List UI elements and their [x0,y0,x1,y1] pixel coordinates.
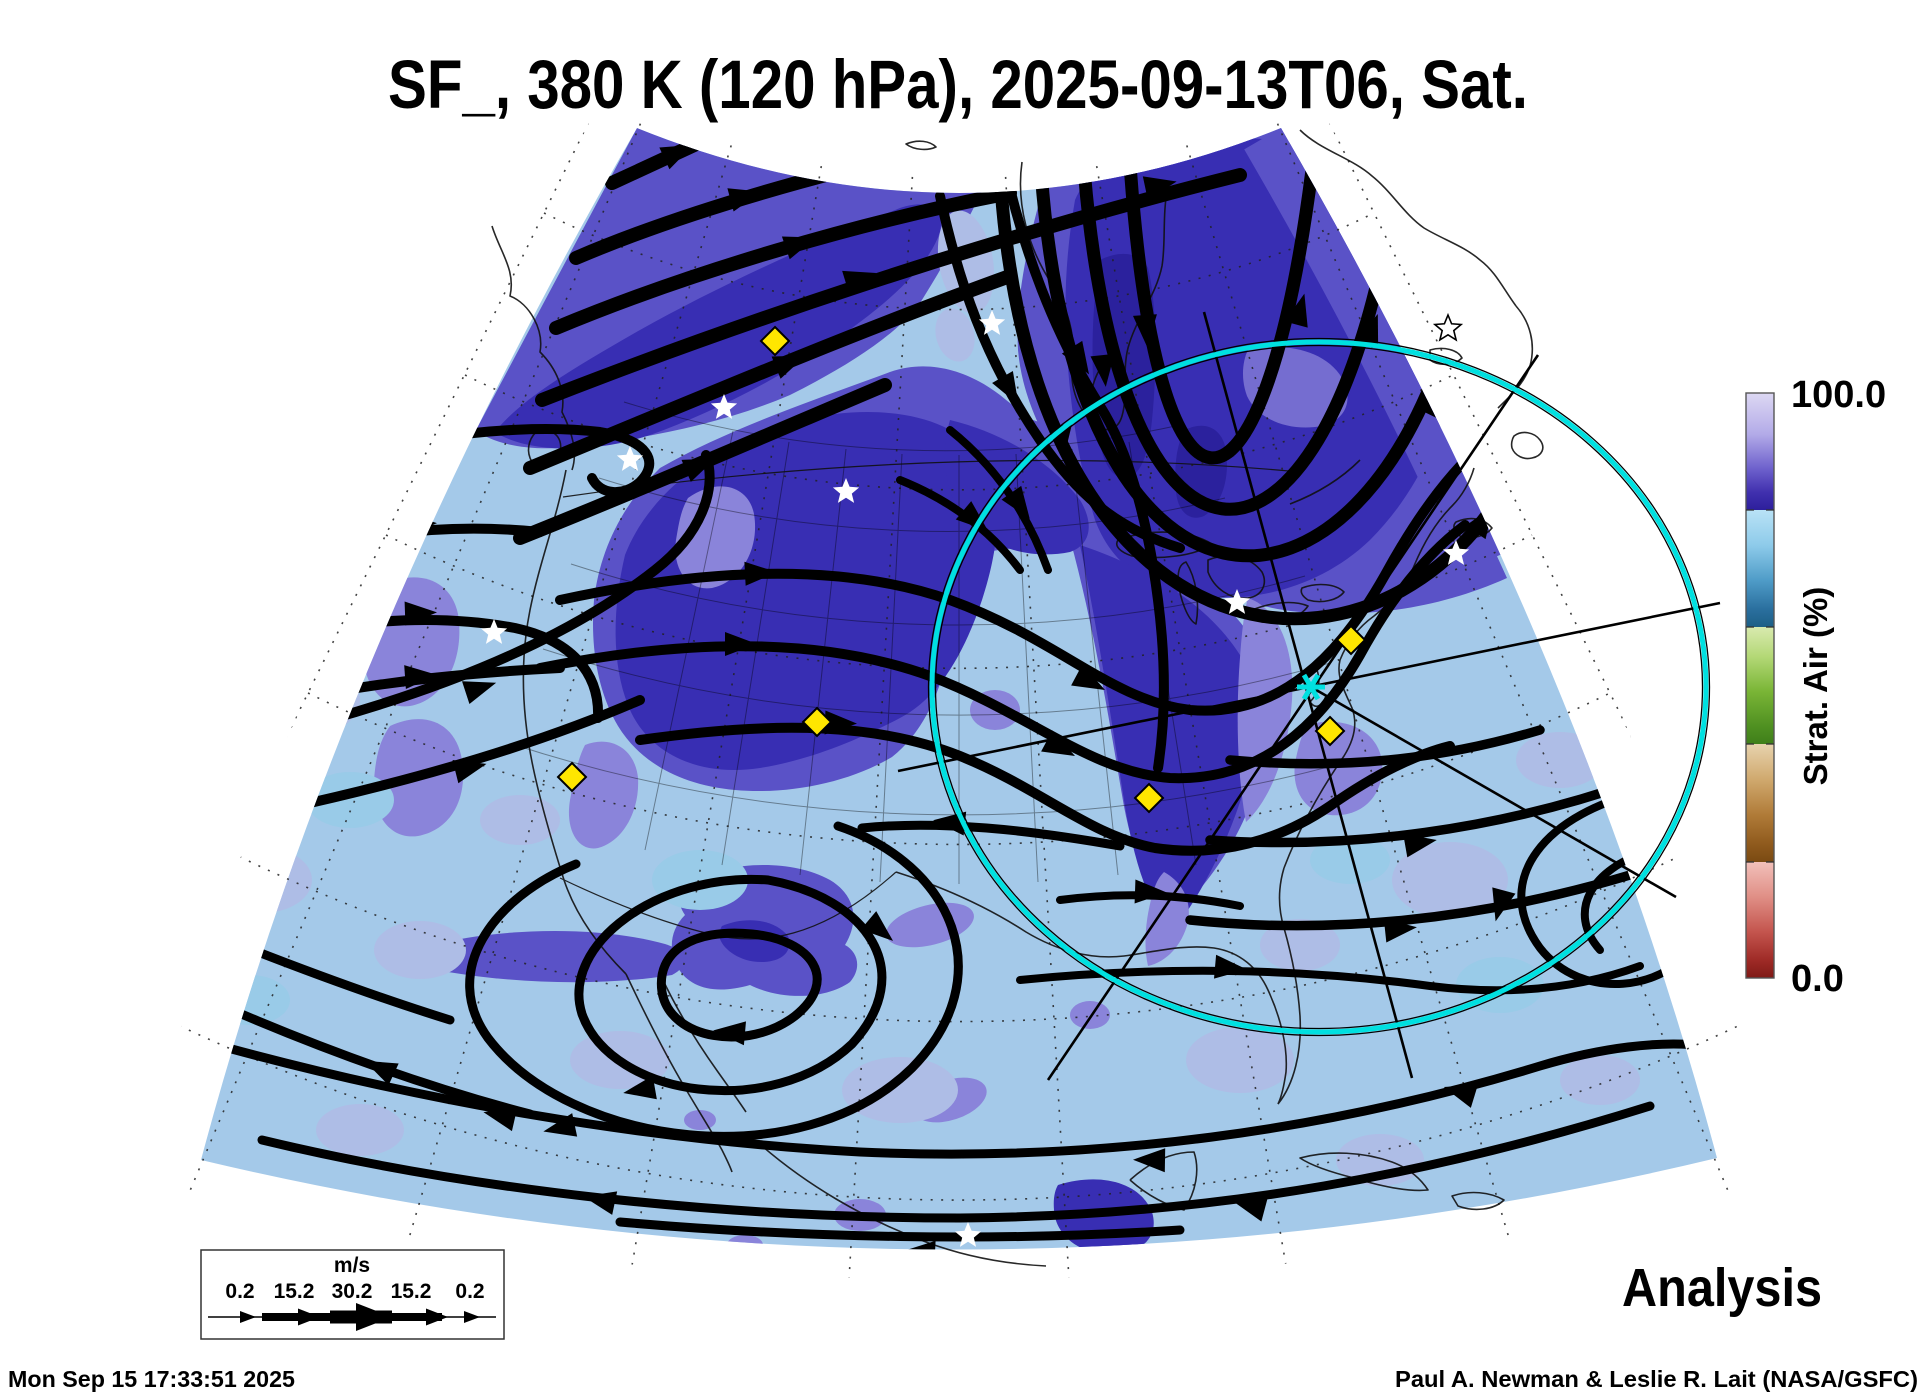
svg-text:SF_, 380 K (120 hPa), 2025-09-: SF_, 380 K (120 hPa), 2025-09-13T06, Sat… [388,46,1528,123]
svg-text:0.2: 0.2 [455,1280,484,1303]
svg-text:Paul A. Newman & Leslie R. Lai: Paul A. Newman & Leslie R. Lait (NASA/GS… [1395,1366,1918,1392]
svg-text:0.2: 0.2 [225,1280,254,1303]
svg-text:Mon Sep 15 17:33:51 2025: Mon Sep 15 17:33:51 2025 [8,1366,295,1392]
svg-text:30.2: 30.2 [332,1280,373,1303]
svg-text:Strat. Air (%): Strat. Air (%) [1797,587,1834,786]
svg-text:m/s: m/s [334,1254,370,1277]
svg-text:15.2: 15.2 [274,1280,315,1303]
svg-text:0.0: 0.0 [1791,958,1844,1000]
svg-text:Analysis: Analysis [1622,1258,1822,1318]
svg-text:15.2: 15.2 [391,1280,432,1303]
svg-text:100.0: 100.0 [1791,374,1886,416]
